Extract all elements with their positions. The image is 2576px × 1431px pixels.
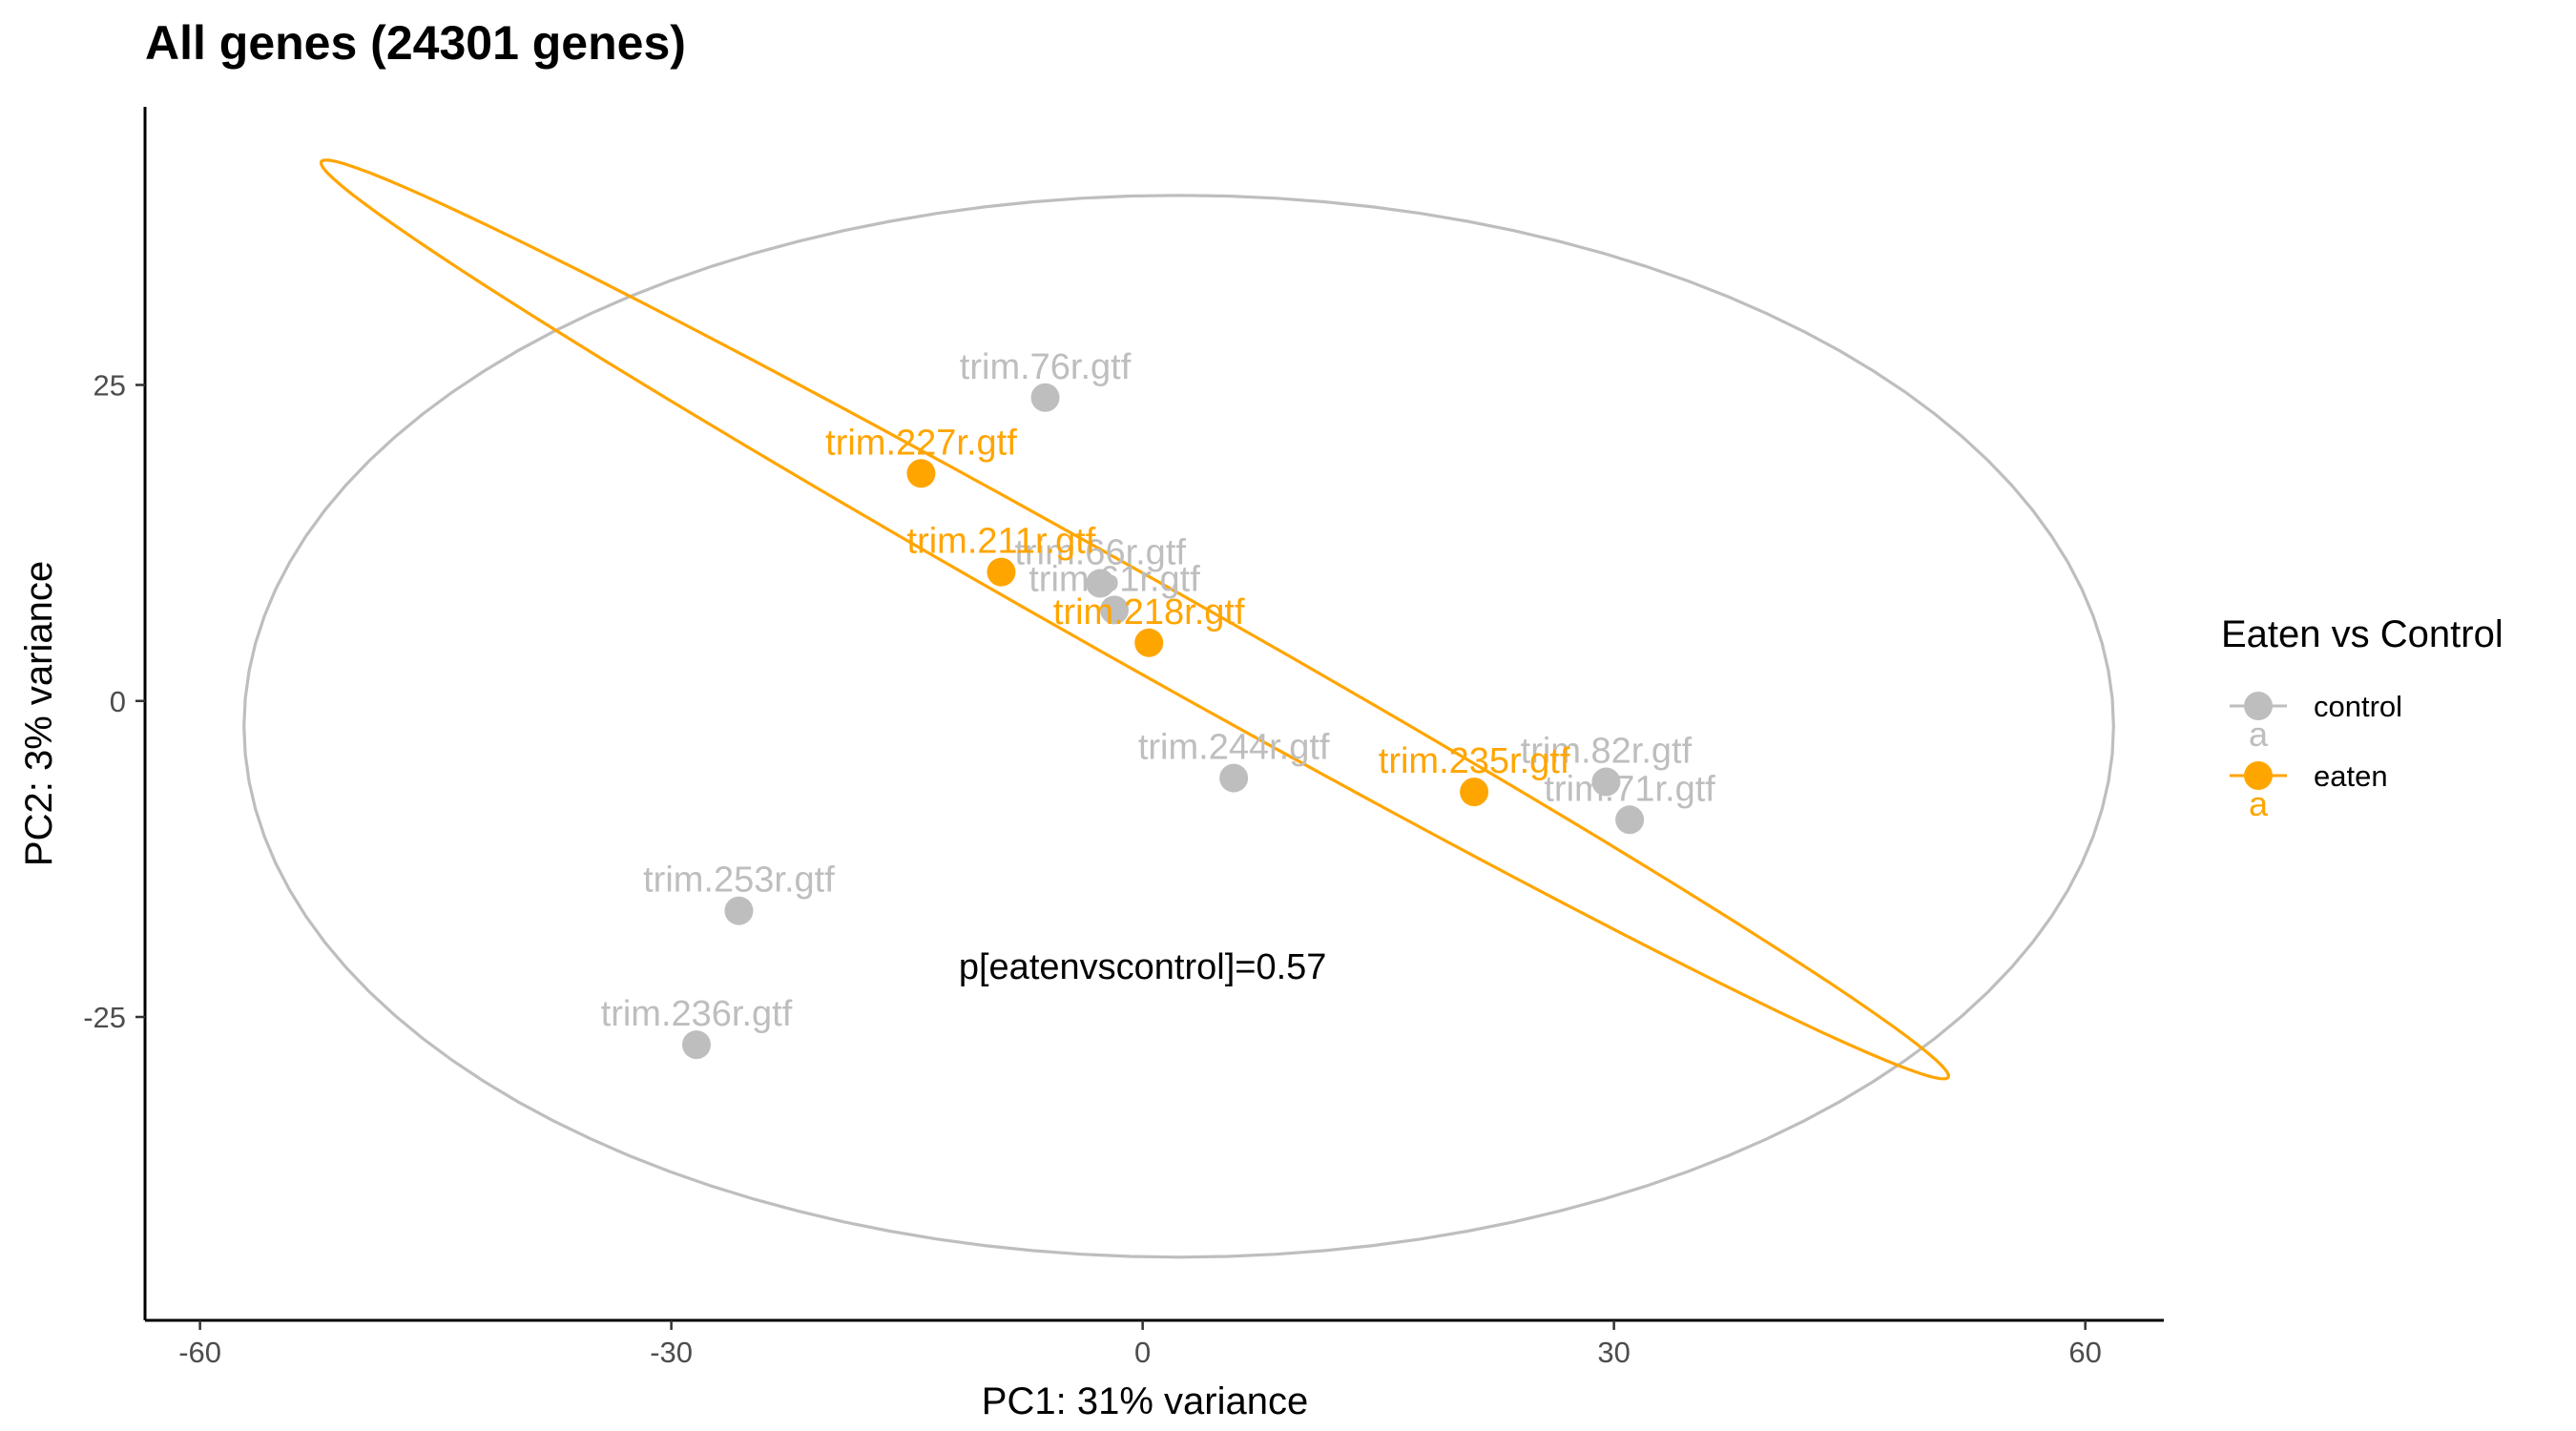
control-point [1219, 763, 1249, 793]
point-label: trim.71r.gtf [1544, 769, 1715, 809]
plot-panel: trim.76r.gtftrim.66r.gtftrim.61r.gtftrim… [242, 158, 2115, 1259]
eaten-legend-point [2244, 761, 2273, 790]
x-tick-label: 60 [2068, 1336, 2101, 1369]
control-legend-label: control [2314, 690, 2402, 723]
x-tick-label: -60 [178, 1336, 221, 1369]
confidence-ellipses [242, 158, 2115, 1259]
control-point [1086, 569, 1115, 598]
p-value-annotation: p[eatenvscontrol]=0.57 [959, 947, 1327, 987]
y-axis-ticks: -25 0 25 [83, 369, 145, 1034]
eaten-legend-glyph: a [2249, 784, 2269, 823]
x-axis: -60 -30 0 30 60 [145, 1318, 2164, 1369]
eaten-ellipse [319, 158, 1951, 1081]
x-tick-label: -30 [650, 1336, 693, 1369]
legend-keys: a control a eaten [2230, 690, 2402, 823]
point-label: trim.61r.gtf [1028, 559, 1200, 599]
x-axis-title: PC1: 31% variance [982, 1380, 1308, 1422]
point-label: trim.236r.gtf [601, 994, 793, 1034]
control-point [1591, 767, 1621, 797]
control-point [724, 896, 754, 925]
eaten-point [1134, 628, 1164, 657]
y-axis-title: PC2: 3% variance [18, 561, 60, 866]
data-point-labels: trim.76r.gtftrim.66r.gtftrim.61r.gtftrim… [601, 347, 1716, 1034]
point-label: trim.244r.gtf [1138, 728, 1330, 768]
y-axis: -25 0 25 [83, 107, 147, 1320]
x-axis-ticks: -60 -30 0 30 60 [178, 1320, 2102, 1369]
x-tick-label: 30 [1597, 1336, 1630, 1369]
eaten-point [1460, 778, 1489, 807]
legend: Eaten vs Control a control a eaten [2221, 613, 2503, 823]
control-legend-glyph: a [2249, 715, 2269, 754]
eaten-point [987, 557, 1016, 587]
x-tick-label: 0 [1134, 1336, 1151, 1369]
point-label: trim.218r.gtf [1053, 592, 1245, 633]
chart-title: All genes (24301 genes) [145, 16, 686, 70]
control-legend-point [2244, 692, 2273, 720]
point-label: trim.66r.gtf [1014, 533, 1186, 573]
legend-title: Eaten vs Control [2221, 613, 2503, 655]
control-point [1030, 383, 1060, 412]
control-point [1615, 805, 1645, 835]
y-tick-label: 25 [93, 369, 126, 403]
data-points [681, 383, 1645, 1060]
eaten-point [906, 459, 936, 488]
eaten-legend-label: eaten [2314, 759, 2388, 793]
control-point [1100, 595, 1130, 625]
point-label: trim.227r.gtf [825, 423, 1017, 463]
point-label: trim.211r.gtf [907, 522, 1096, 562]
control-ellipse [242, 194, 2115, 1259]
control-point [681, 1030, 711, 1060]
point-label: trim.235r.gtf [1379, 741, 1570, 781]
point-label: trim.76r.gtf [960, 347, 1132, 387]
y-tick-label: -25 [83, 1001, 126, 1034]
point-label: trim.82r.gtf [1521, 732, 1693, 772]
point-label: trim.253r.gtf [643, 861, 835, 901]
y-tick-label: 0 [110, 685, 126, 718]
